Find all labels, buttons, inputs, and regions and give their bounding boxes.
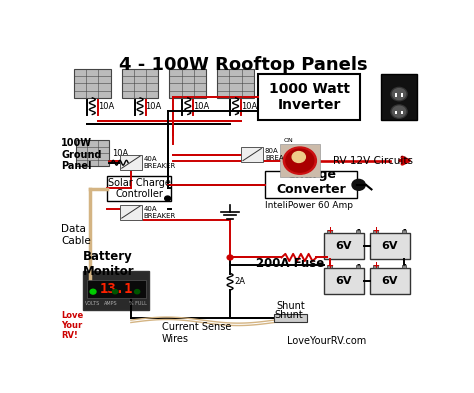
- Text: 40A
BREAKER: 40A BREAKER: [144, 206, 176, 219]
- Bar: [402, 230, 406, 233]
- Circle shape: [352, 179, 365, 190]
- Text: 40A
BREAKER: 40A BREAKER: [144, 156, 176, 169]
- Text: Data
Cable: Data Cable: [61, 224, 91, 246]
- Circle shape: [135, 290, 140, 294]
- Text: % FULL: % FULL: [128, 301, 146, 306]
- Bar: [356, 265, 360, 268]
- Text: 1000 Watt
Inverter: 1000 Watt Inverter: [269, 82, 349, 112]
- Text: +: +: [372, 261, 379, 270]
- Bar: [258, 74, 360, 120]
- Circle shape: [391, 87, 407, 101]
- Text: InteliPower 60 Amp: InteliPower 60 Amp: [265, 202, 353, 211]
- Bar: [374, 265, 378, 268]
- Circle shape: [391, 105, 407, 118]
- Bar: [87, 280, 146, 298]
- Text: 80A
BREAKER: 80A BREAKER: [265, 148, 297, 161]
- Text: Love
Your
RV!: Love Your RV!: [61, 310, 83, 340]
- Text: 6V: 6V: [336, 241, 352, 251]
- Bar: [374, 230, 378, 233]
- Text: 10A: 10A: [112, 149, 128, 158]
- Bar: [328, 230, 332, 233]
- Text: 13.1: 13.1: [100, 282, 133, 296]
- Circle shape: [392, 88, 406, 99]
- Text: ON: ON: [284, 138, 294, 143]
- Text: RV 12V Circuits: RV 12V Circuits: [333, 156, 413, 165]
- Text: Shunt: Shunt: [274, 310, 303, 320]
- Text: 6V: 6V: [336, 276, 352, 286]
- Circle shape: [292, 152, 305, 162]
- Text: Shunt: Shunt: [276, 301, 305, 311]
- Bar: [107, 176, 171, 202]
- Bar: [120, 204, 142, 220]
- Text: 10A: 10A: [193, 102, 210, 111]
- Text: -: -: [402, 261, 406, 270]
- Text: Current Sense
Wires: Current Sense Wires: [162, 322, 231, 344]
- Bar: [381, 74, 418, 120]
- Text: +: +: [372, 226, 379, 235]
- Circle shape: [90, 289, 96, 294]
- Text: OFF: OFF: [309, 178, 321, 183]
- Bar: [274, 314, 307, 322]
- Text: 6V: 6V: [382, 241, 398, 251]
- Text: +: +: [326, 261, 333, 270]
- Circle shape: [227, 255, 233, 260]
- Circle shape: [283, 147, 317, 174]
- Text: Battery
Monitor: Battery Monitor: [83, 250, 135, 277]
- Circle shape: [112, 290, 118, 294]
- Circle shape: [392, 106, 406, 117]
- Bar: [280, 144, 320, 177]
- Circle shape: [286, 149, 314, 172]
- Bar: [76, 140, 109, 166]
- Bar: [324, 233, 364, 259]
- Bar: [265, 171, 357, 198]
- Text: -: -: [356, 226, 360, 235]
- Text: Charge
Converter: Charge Converter: [276, 168, 346, 196]
- Bar: [402, 265, 406, 268]
- Text: 10A: 10A: [241, 102, 257, 111]
- Bar: [401, 93, 403, 97]
- Bar: [395, 93, 397, 97]
- Bar: [328, 265, 332, 268]
- Bar: [83, 271, 149, 310]
- Text: 6V: 6V: [382, 276, 398, 286]
- Text: 10A: 10A: [146, 102, 162, 111]
- Text: 100W
Ground
Panel: 100W Ground Panel: [61, 138, 101, 171]
- Text: LoveYourRV.com: LoveYourRV.com: [287, 336, 366, 346]
- Bar: [356, 230, 360, 233]
- Bar: [122, 69, 158, 98]
- Text: 2A: 2A: [235, 277, 246, 286]
- Text: Solar Charge
Controller: Solar Charge Controller: [108, 178, 171, 199]
- Bar: [401, 111, 403, 114]
- Text: 10A: 10A: [98, 102, 114, 111]
- Bar: [370, 268, 410, 294]
- Circle shape: [164, 196, 171, 201]
- Bar: [241, 147, 263, 162]
- Text: 200A Fuse: 200A Fuse: [256, 257, 324, 270]
- Text: -: -: [402, 226, 406, 235]
- Text: VOLTS: VOLTS: [85, 301, 100, 306]
- Bar: [324, 268, 364, 294]
- Text: 4 - 100W Rooftop Panels: 4 - 100W Rooftop Panels: [118, 56, 367, 74]
- Bar: [120, 154, 142, 170]
- Bar: [169, 69, 206, 98]
- Text: +: +: [326, 226, 333, 235]
- Bar: [395, 111, 397, 114]
- Text: AMPS: AMPS: [104, 301, 118, 306]
- Bar: [370, 233, 410, 259]
- Bar: [217, 69, 254, 98]
- Text: -: -: [356, 261, 360, 270]
- Bar: [74, 69, 110, 98]
